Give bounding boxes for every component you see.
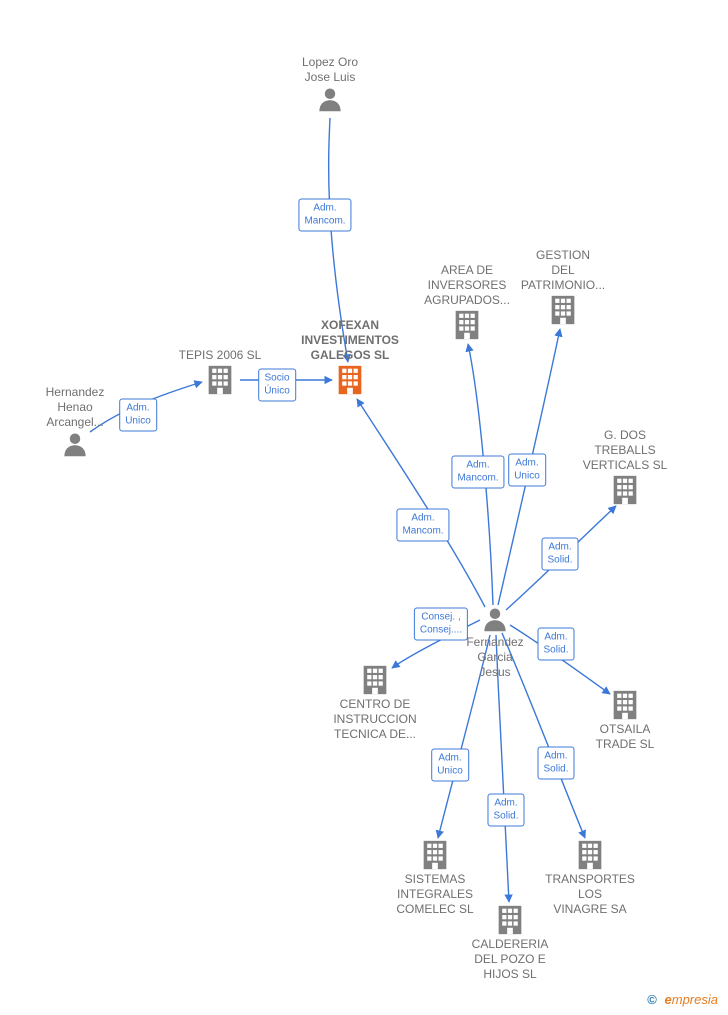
node-sistemas[interactable]: SISTEMAS INTEGRALES COMELEC SL — [396, 838, 473, 917]
node-label: Hernandez Henao Arcangel... — [46, 385, 105, 429]
node-hernandez[interactable]: Hernandez Henao Arcangel... — [46, 385, 105, 460]
building-icon — [608, 473, 642, 507]
node-area[interactable]: AREA DE INVERSORES AGRUPADOS... — [424, 263, 510, 342]
building-icon — [333, 363, 367, 397]
diagram-canvas: Lopez Oro Jose Luis XOFEXAN INVESTIMENTO… — [0, 0, 728, 1015]
node-centro[interactable]: CENTRO DE INSTRUCCION TECNICA DE... — [333, 663, 416, 742]
person-icon — [60, 430, 90, 460]
edge-label-fernandez-gdos: Adm.Solid. — [541, 538, 578, 571]
node-label: Lopez Oro Jose Luis — [302, 55, 358, 84]
node-gdos[interactable]: G. DOS TREBALLS VERTICALS SL — [583, 428, 667, 507]
building-icon — [608, 688, 642, 722]
node-gestion[interactable]: GESTION DEL PATRIMONIO... — [521, 248, 605, 327]
node-label: G. DOS TREBALLS VERTICALS SL — [583, 428, 667, 472]
watermark: © empresia — [647, 992, 718, 1007]
edge-label-fernandez-sistemas: Adm.Unico — [431, 749, 469, 782]
building-icon — [450, 308, 484, 342]
edge-label-fernandez-xofexan: Adm.Mancom. — [396, 509, 449, 542]
node-label: CALDERERIA DEL POZO E HIJOS SL — [472, 937, 549, 981]
building-icon — [203, 363, 237, 397]
edge-label-tepis-xofexan: SocioÚnico — [258, 369, 296, 402]
node-xofexan[interactable]: XOFEXAN INVESTIMENTOS GALEGOS SL — [301, 318, 399, 397]
node-label: Fernandez Garcia Jesus — [466, 635, 523, 679]
building-icon — [493, 903, 527, 937]
node-transportes[interactable]: TRANSPORTES LOS VINAGRE SA — [545, 838, 635, 917]
edge-fernandez-xofexan — [357, 399, 485, 607]
node-caldereria[interactable]: CALDERERIA DEL POZO E HIJOS SL — [472, 903, 549, 982]
edge-label-fernandez-gestion: Adm.Unico — [508, 454, 546, 487]
building-icon — [358, 663, 392, 697]
node-label: OTSAILA TRADE SL — [596, 722, 655, 751]
node-label: GESTION DEL PATRIMONIO... — [521, 248, 605, 292]
node-otsaila[interactable]: OTSAILA TRADE SL — [596, 688, 655, 752]
building-icon — [573, 838, 607, 872]
edge-label-fernandez-otsaila: Adm.Solid. — [537, 628, 574, 661]
edge-label-lopez-xofexan: Adm.Mancom. — [298, 199, 351, 232]
building-icon — [546, 293, 580, 327]
node-label: AREA DE INVERSORES AGRUPADOS... — [424, 263, 510, 307]
node-tepis[interactable]: TEPIS 2006 SL — [179, 348, 262, 397]
edge-label-fernandez-area: Adm.Mancom. — [451, 456, 504, 489]
node-label: SISTEMAS INTEGRALES COMELEC SL — [396, 872, 473, 916]
brand-name: mpresia — [672, 992, 718, 1007]
node-fernandez[interactable]: Fernandez Garcia Jesus — [466, 605, 523, 680]
node-lopez[interactable]: Lopez Oro Jose Luis — [302, 55, 358, 115]
edge-label-hernandez-tepis: Adm.Unico — [119, 399, 157, 432]
brand-first-letter: e — [665, 992, 672, 1007]
node-label: CENTRO DE INSTRUCCION TECNICA DE... — [333, 697, 416, 741]
node-label: TEPIS 2006 SL — [179, 348, 262, 362]
node-label: TRANSPORTES LOS VINAGRE SA — [545, 872, 635, 916]
building-icon — [418, 838, 452, 872]
edge-label-fernandez-transportes: Adm.Solid. — [537, 747, 574, 780]
node-label: XOFEXAN INVESTIMENTOS GALEGOS SL — [301, 318, 399, 362]
person-icon — [315, 85, 345, 115]
copyright-symbol: © — [647, 992, 657, 1007]
edge-label-fernandez-centro: Consej. ,Consej.... — [414, 608, 468, 641]
edge-label-fernandez-caldereria: Adm.Solid. — [487, 794, 524, 827]
person-icon — [480, 605, 510, 635]
